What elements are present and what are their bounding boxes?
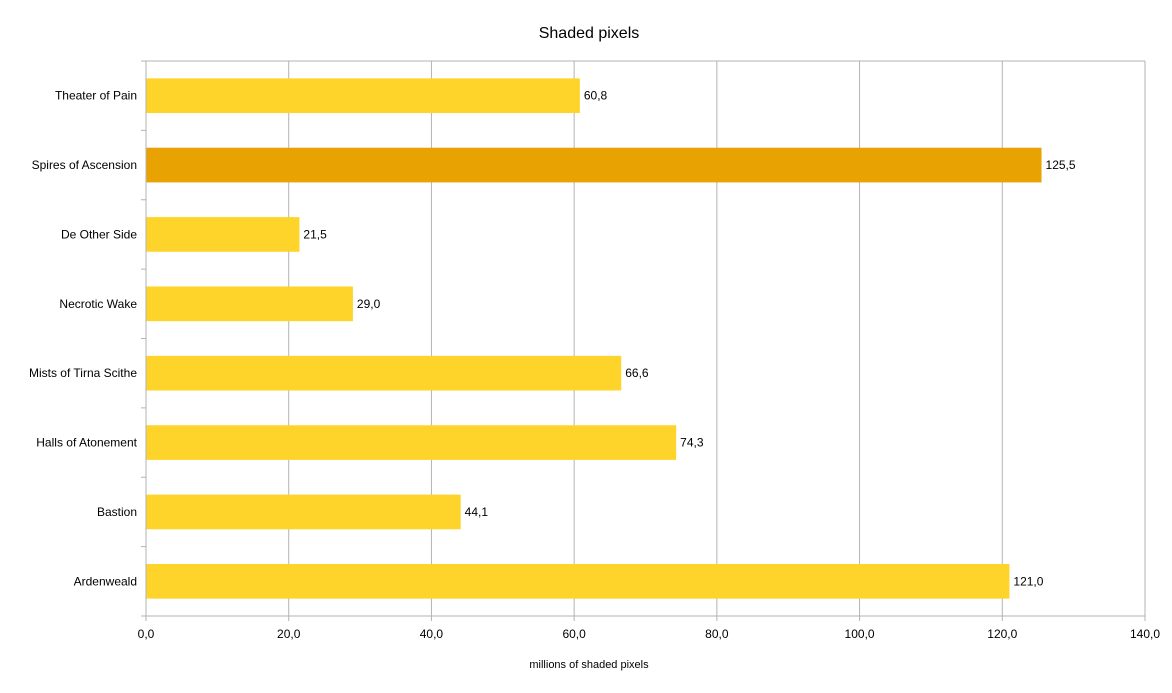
bar [146, 286, 353, 322]
data-label: 74,3 [680, 436, 704, 450]
chart-title: Shaded pixels [539, 25, 640, 42]
bars [146, 78, 1042, 599]
bar [146, 78, 580, 114]
labels: 0,0 20,0 40,0 60,0 80,0 100,0 120,0 140,0 Theate… [29, 89, 1160, 641]
bar [146, 563, 1010, 599]
data-label: 44,1 [465, 505, 489, 519]
data-label: 121,0 [1013, 574, 1043, 588]
axes [141, 60, 1146, 621]
category-label: Ardenweald [74, 574, 137, 588]
data-label: 21,5 [303, 227, 327, 241]
category-label: Mists of Tirna Scithe [29, 366, 137, 380]
bar [146, 147, 1042, 183]
category-label: Bastion [97, 505, 137, 519]
data-label: 125,5 [1046, 158, 1076, 172]
category-label: Necrotic Wake [59, 297, 137, 311]
bar [146, 217, 300, 252]
x-tick-label: 120,0 [987, 627, 1017, 641]
bar [146, 355, 622, 391]
x-tick-label: 40,0 [420, 627, 444, 641]
x-tick-label: 20,0 [277, 627, 301, 641]
category-label: Theater of Pain [55, 89, 137, 103]
data-label: 60,8 [584, 89, 608, 103]
x-tick-label: 100,0 [845, 627, 875, 641]
x-tick-label: 140,0 [1130, 627, 1160, 641]
x-tick-label: 0,0 [138, 627, 155, 641]
category-label: Halls of Atonement [36, 436, 137, 450]
x-tick-label: 80,0 [705, 627, 729, 641]
data-label: 29,0 [357, 297, 381, 311]
x-tick-label: 60,0 [562, 627, 586, 641]
bar [146, 494, 461, 530]
data-label: 66,6 [625, 366, 649, 380]
grid-lines [146, 60, 1146, 616]
category-label: Spires of Ascension [32, 158, 137, 172]
x-axis-title: millions of shaded pixels [529, 659, 649, 671]
bar [146, 425, 677, 460]
category-label: De Other Side [61, 227, 137, 241]
